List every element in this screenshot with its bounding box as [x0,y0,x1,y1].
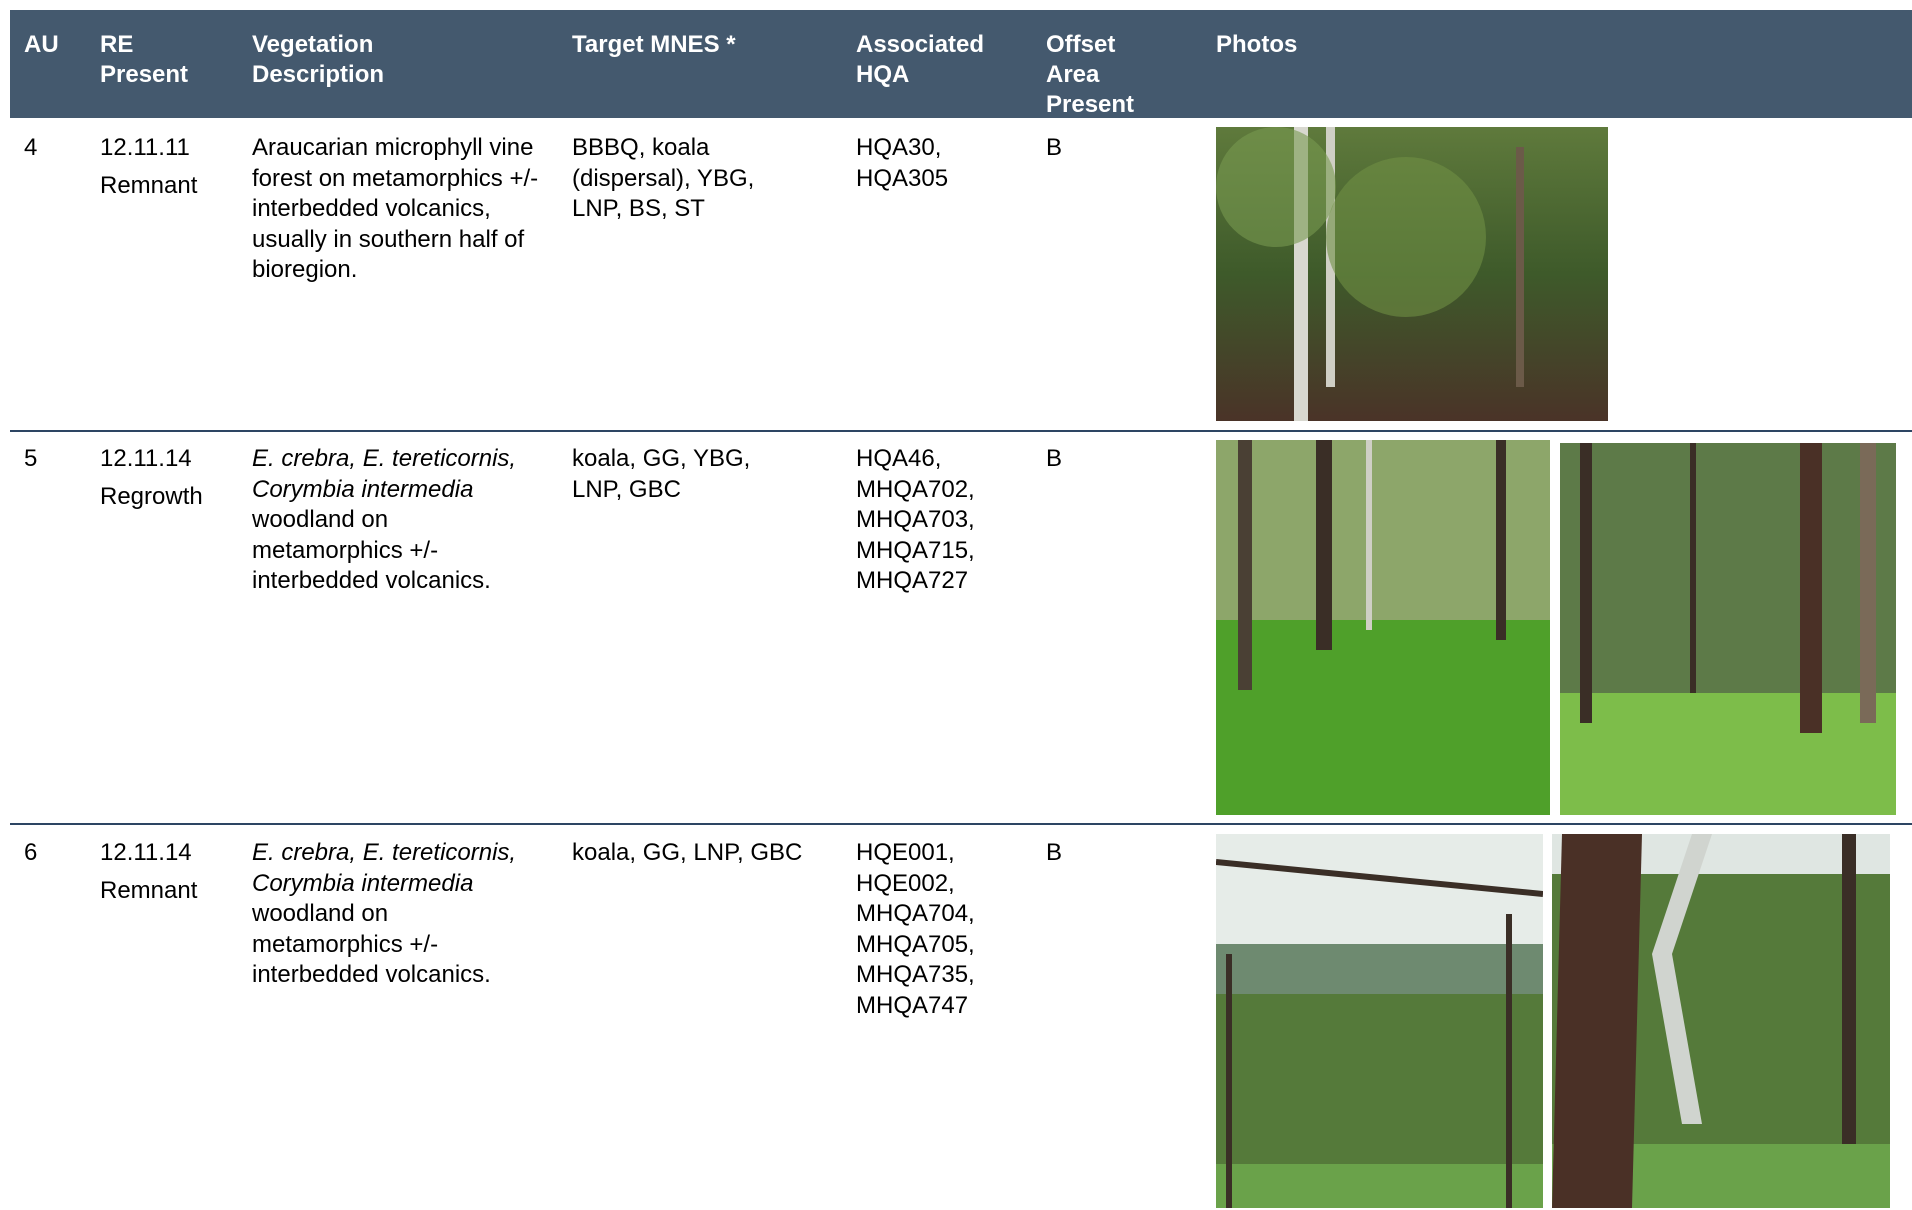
re-code: 12.11.11 [100,134,190,161]
au-cell: 5 [24,445,38,472]
column-header: Associated HQA [856,31,985,88]
vegetation-description: E. crebra, E. tereticornis, Corymbia int… [252,444,544,597]
target-mnes: koala, GG, LNP, GBC [572,839,803,866]
offset-area: B [1046,445,1063,472]
column-header: Offset Area Present [1046,31,1135,118]
re-status: Regrowth [100,483,203,510]
description-text: woodland on metamorphics +/- interbedded… [252,506,491,594]
associated-hqa: HQE001, HQE002, MHQA704, MHQA705, MHQA73… [856,839,975,1019]
associated-hqa: HQA46, MHQA702, MHQA703, MHQA715, MHQA72… [856,445,975,594]
re-cell: 12.11.14 Regrowth [100,440,230,516]
target-mnes: BBBQ, koala (dispersal), YBG, LNP, BS, S… [572,134,755,222]
re-cell: 12.11.14 Remnant [100,834,230,910]
photo [1216,127,1608,421]
description-text: Araucarian microphyll vine forest on met… [252,134,539,283]
au-cell: 4 [24,134,38,161]
row-divider [10,430,1912,432]
vegetation-description: Araucarian microphyll vine forest on met… [252,133,544,286]
photo [1216,440,1550,815]
photo [1216,834,1543,1208]
column-header: Target MNES * [572,31,736,58]
re-cell: 12.11.11 Remnant [100,129,230,205]
re-code: 12.11.14 [100,445,192,472]
offset-area: B [1046,134,1063,161]
description-text: woodland on metamorphics +/- interbedded… [252,900,491,988]
offset-area: B [1046,839,1063,866]
description-text: E. crebra, E. tereticornis, Corymbia int… [252,445,517,503]
description-text: E. crebra, E. tereticornis, Corymbia int… [252,839,517,897]
re-code: 12.11.14 [100,839,192,866]
photo [1552,834,1890,1208]
column-header: Photos [1216,31,1298,58]
row-divider [10,823,1912,825]
column-header: Vegetation Description [252,31,385,88]
re-status: Remnant [100,172,198,199]
photo [1560,443,1896,815]
column-header: AU [24,31,59,58]
table-header: AU RE Present Vegetation Description Target… [10,10,1912,118]
re-status: Remnant [100,877,198,904]
target-mnes: koala, GG, YBG, LNP, GBC [572,445,751,503]
au-cell: 6 [24,839,38,866]
vegetation-description: E. crebra, E. tereticornis, Corymbia int… [252,838,544,991]
column-header: RE Present [100,31,189,88]
associated-hqa: HQA30, HQA305 [856,134,949,192]
